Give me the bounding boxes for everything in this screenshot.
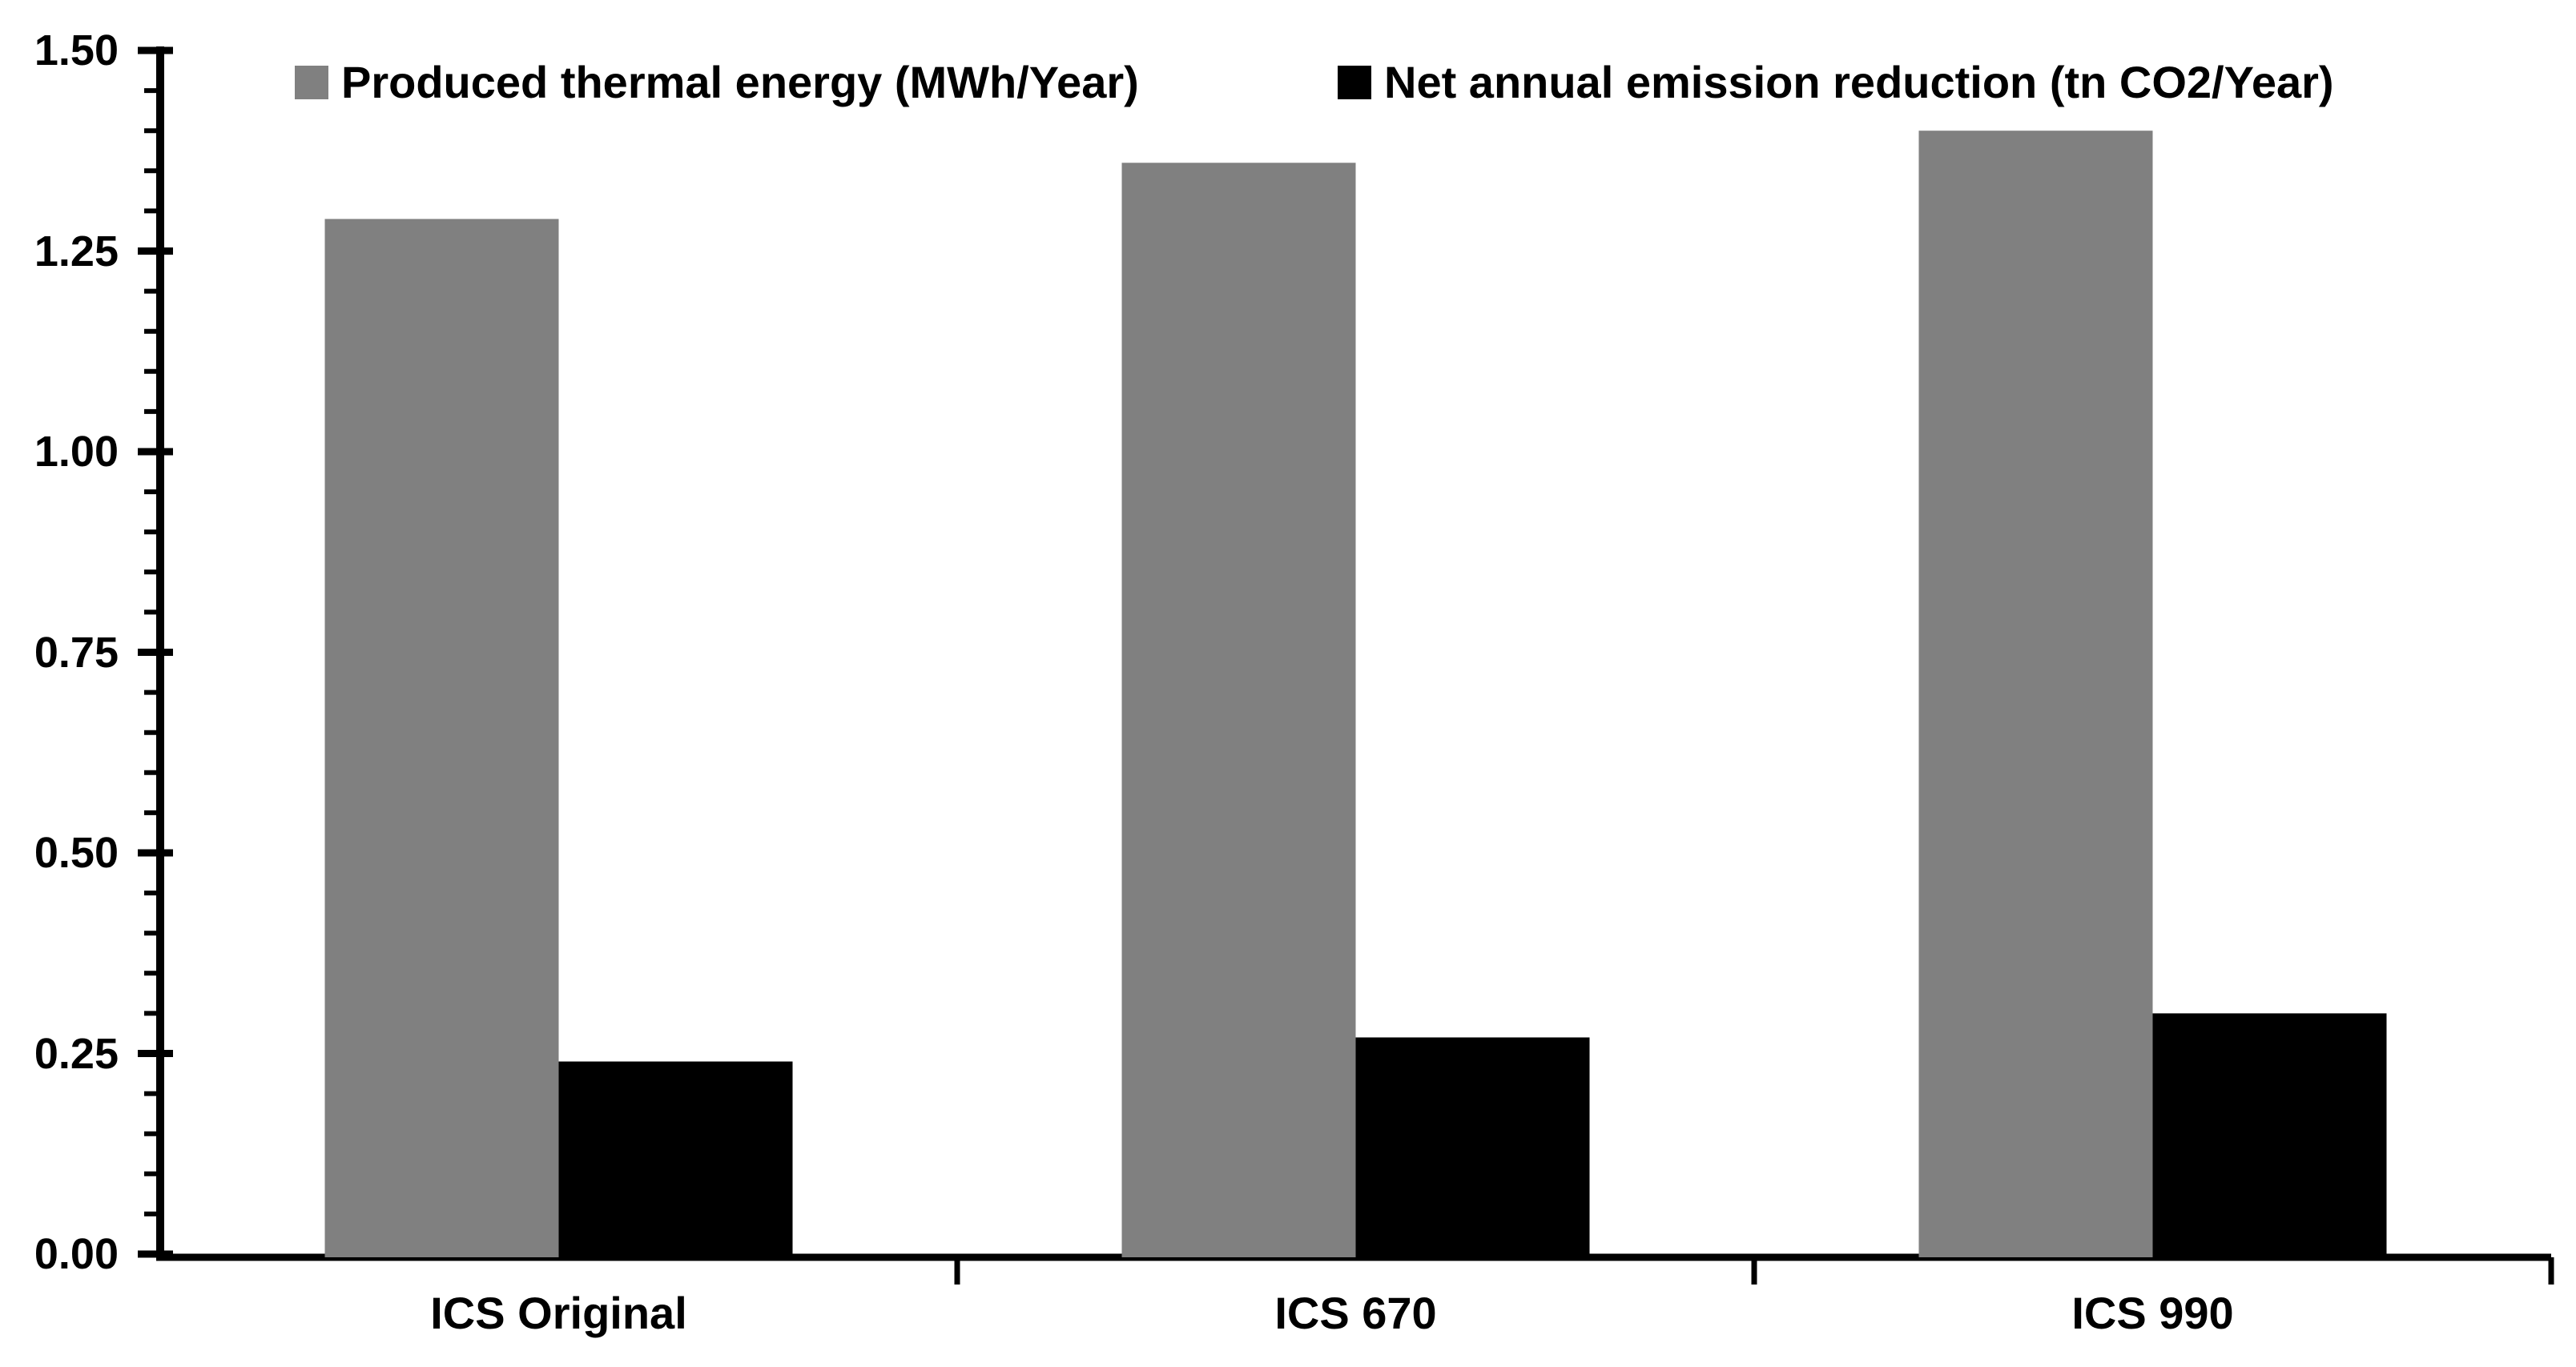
- bar: [1121, 163, 1356, 1257]
- bar: [1918, 131, 2153, 1258]
- bar: [1355, 1037, 1590, 1257]
- category-label: ICS Original: [430, 1288, 687, 1338]
- y-tick-label: 1.25: [34, 227, 119, 275]
- category-label: ICS 670: [1274, 1288, 1437, 1338]
- y-tick-label: 1.50: [34, 26, 119, 74]
- bar: [558, 1061, 793, 1257]
- legend-swatch-black: [1338, 66, 1371, 99]
- legend-swatch-gray: [295, 66, 328, 99]
- y-tick-label: 0.75: [34, 628, 119, 677]
- legend-label: Produced thermal energy (MWh/Year): [341, 57, 1139, 107]
- legend-item-net-annual-emission-reduction: Net annual emission reduction (tn CO2/Ye…: [1338, 57, 2334, 107]
- y-tick-label: 0.00: [34, 1230, 119, 1278]
- legend-item-produced-thermal-energy: Produced thermal energy (MWh/Year): [295, 57, 1139, 107]
- y-tick-label: 0.50: [34, 829, 119, 877]
- legend-label: Net annual emission reduction (tn CO2/Ye…: [1384, 57, 2334, 107]
- bar: [324, 219, 559, 1257]
- category-label: ICS 990: [2071, 1288, 2234, 1338]
- y-tick-label: 1.00: [34, 428, 119, 476]
- bar: [2152, 1013, 2387, 1257]
- y-tick-label: 0.25: [34, 1029, 119, 1078]
